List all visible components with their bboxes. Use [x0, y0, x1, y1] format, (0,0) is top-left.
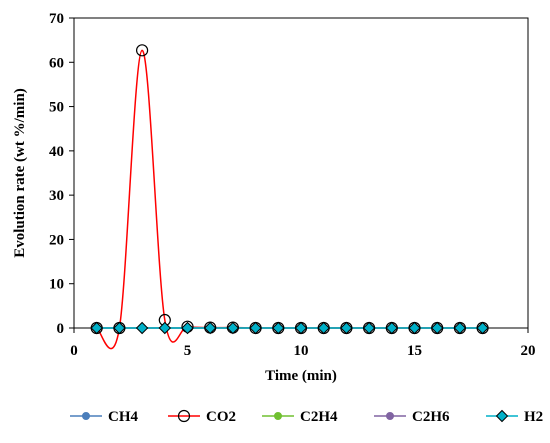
data-point-h2	[476, 321, 489, 335]
y-tick-label: 20	[49, 232, 64, 248]
legend-label: CH4	[108, 409, 139, 425]
data-point-h2	[385, 321, 399, 335]
legend-swatch-marker	[495, 409, 509, 423]
x-tick-label: 15	[407, 343, 422, 359]
y-tick-label: 30	[49, 188, 64, 204]
data-point-h2	[135, 321, 149, 335]
legend-label: H2	[524, 409, 543, 425]
legend-label: C2H6	[412, 409, 450, 425]
data-point-h2	[408, 321, 421, 335]
data-point-h2	[453, 321, 467, 335]
y-tick-label: 70	[49, 11, 64, 27]
legend-swatch-marker	[177, 409, 191, 423]
legend-swatch-marker	[274, 412, 282, 420]
x-tick-label: 20	[521, 343, 536, 359]
legend-item-c2h6: C2H6	[374, 409, 450, 425]
data-point-h2	[340, 321, 353, 335]
plot-area	[73, 17, 529, 329]
data-point-h2	[362, 321, 376, 335]
data-point-h2	[249, 321, 262, 335]
y-tick-label: 10	[49, 277, 64, 293]
legend-swatch-marker	[82, 412, 90, 420]
legend: CH4 CO2 C2H4 C2H6 H2	[70, 409, 543, 425]
data-point-h2	[158, 321, 172, 335]
series-lines	[95, 49, 483, 350]
legend-label: CO2	[206, 409, 236, 425]
legend-item-c2h4: C2H4	[262, 409, 338, 425]
data-point-co2	[136, 44, 149, 57]
legend-swatch-marker	[386, 412, 394, 420]
y-tick-label: 60	[49, 55, 64, 71]
data-point-h2	[113, 321, 126, 335]
x-tick-label: 10	[294, 343, 309, 359]
data-point-h2	[430, 321, 444, 335]
y-axis-ticks: 0 10 20 30 40 50 60 70	[49, 11, 74, 337]
data-point-h2	[226, 321, 240, 335]
y-tick-label: 50	[49, 100, 64, 116]
legend-item-ch4: CH4	[70, 409, 139, 425]
data-point-h2	[181, 321, 194, 335]
legend-item-h2: H2	[486, 409, 543, 425]
y-tick-label: 0	[57, 321, 65, 337]
x-axis-title: Time (min)	[265, 368, 337, 384]
data-point-h2	[294, 321, 308, 335]
series-line-co2	[95, 49, 483, 350]
data-point-h2	[203, 321, 217, 335]
y-tick-label: 40	[49, 144, 64, 160]
legend-label: C2H4	[300, 409, 338, 425]
legend-item-co2: CO2	[168, 409, 236, 425]
series-markers	[90, 44, 489, 335]
y-axis-title: Evolution rate (wt %/min)	[12, 88, 28, 258]
data-point-h2	[90, 321, 103, 335]
data-point-h2	[317, 321, 330, 335]
x-tick-label: 0	[70, 343, 78, 359]
plot-frame	[73, 17, 529, 329]
data-point-h2	[272, 321, 285, 335]
x-tick-label: 5	[184, 343, 192, 359]
